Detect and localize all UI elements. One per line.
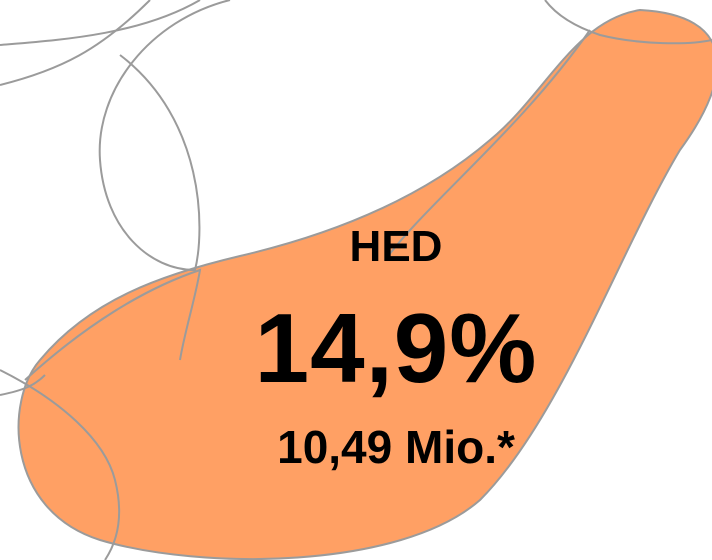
segment-blob bbox=[17, 8, 712, 560]
decorative-arc-upper-mid bbox=[98, 0, 231, 272]
decorative-arc-top-left-2 bbox=[0, 0, 151, 86]
segment-count: 10,49 Mio.* bbox=[277, 421, 515, 473]
decorative-arc-lower-left bbox=[0, 369, 121, 560]
decorative-arc-top-right bbox=[544, 0, 712, 45]
decorative-arc-lower-left-2 bbox=[24, 268, 202, 381]
decorative-arc-top-left bbox=[0, 0, 201, 46]
decorative-arc-top-right-2 bbox=[384, 29, 591, 261]
segment-name: HED bbox=[349, 222, 443, 271]
segment-percent: 14,9% bbox=[254, 293, 538, 403]
decorative-arc-bottom-left bbox=[0, 374, 46, 396]
